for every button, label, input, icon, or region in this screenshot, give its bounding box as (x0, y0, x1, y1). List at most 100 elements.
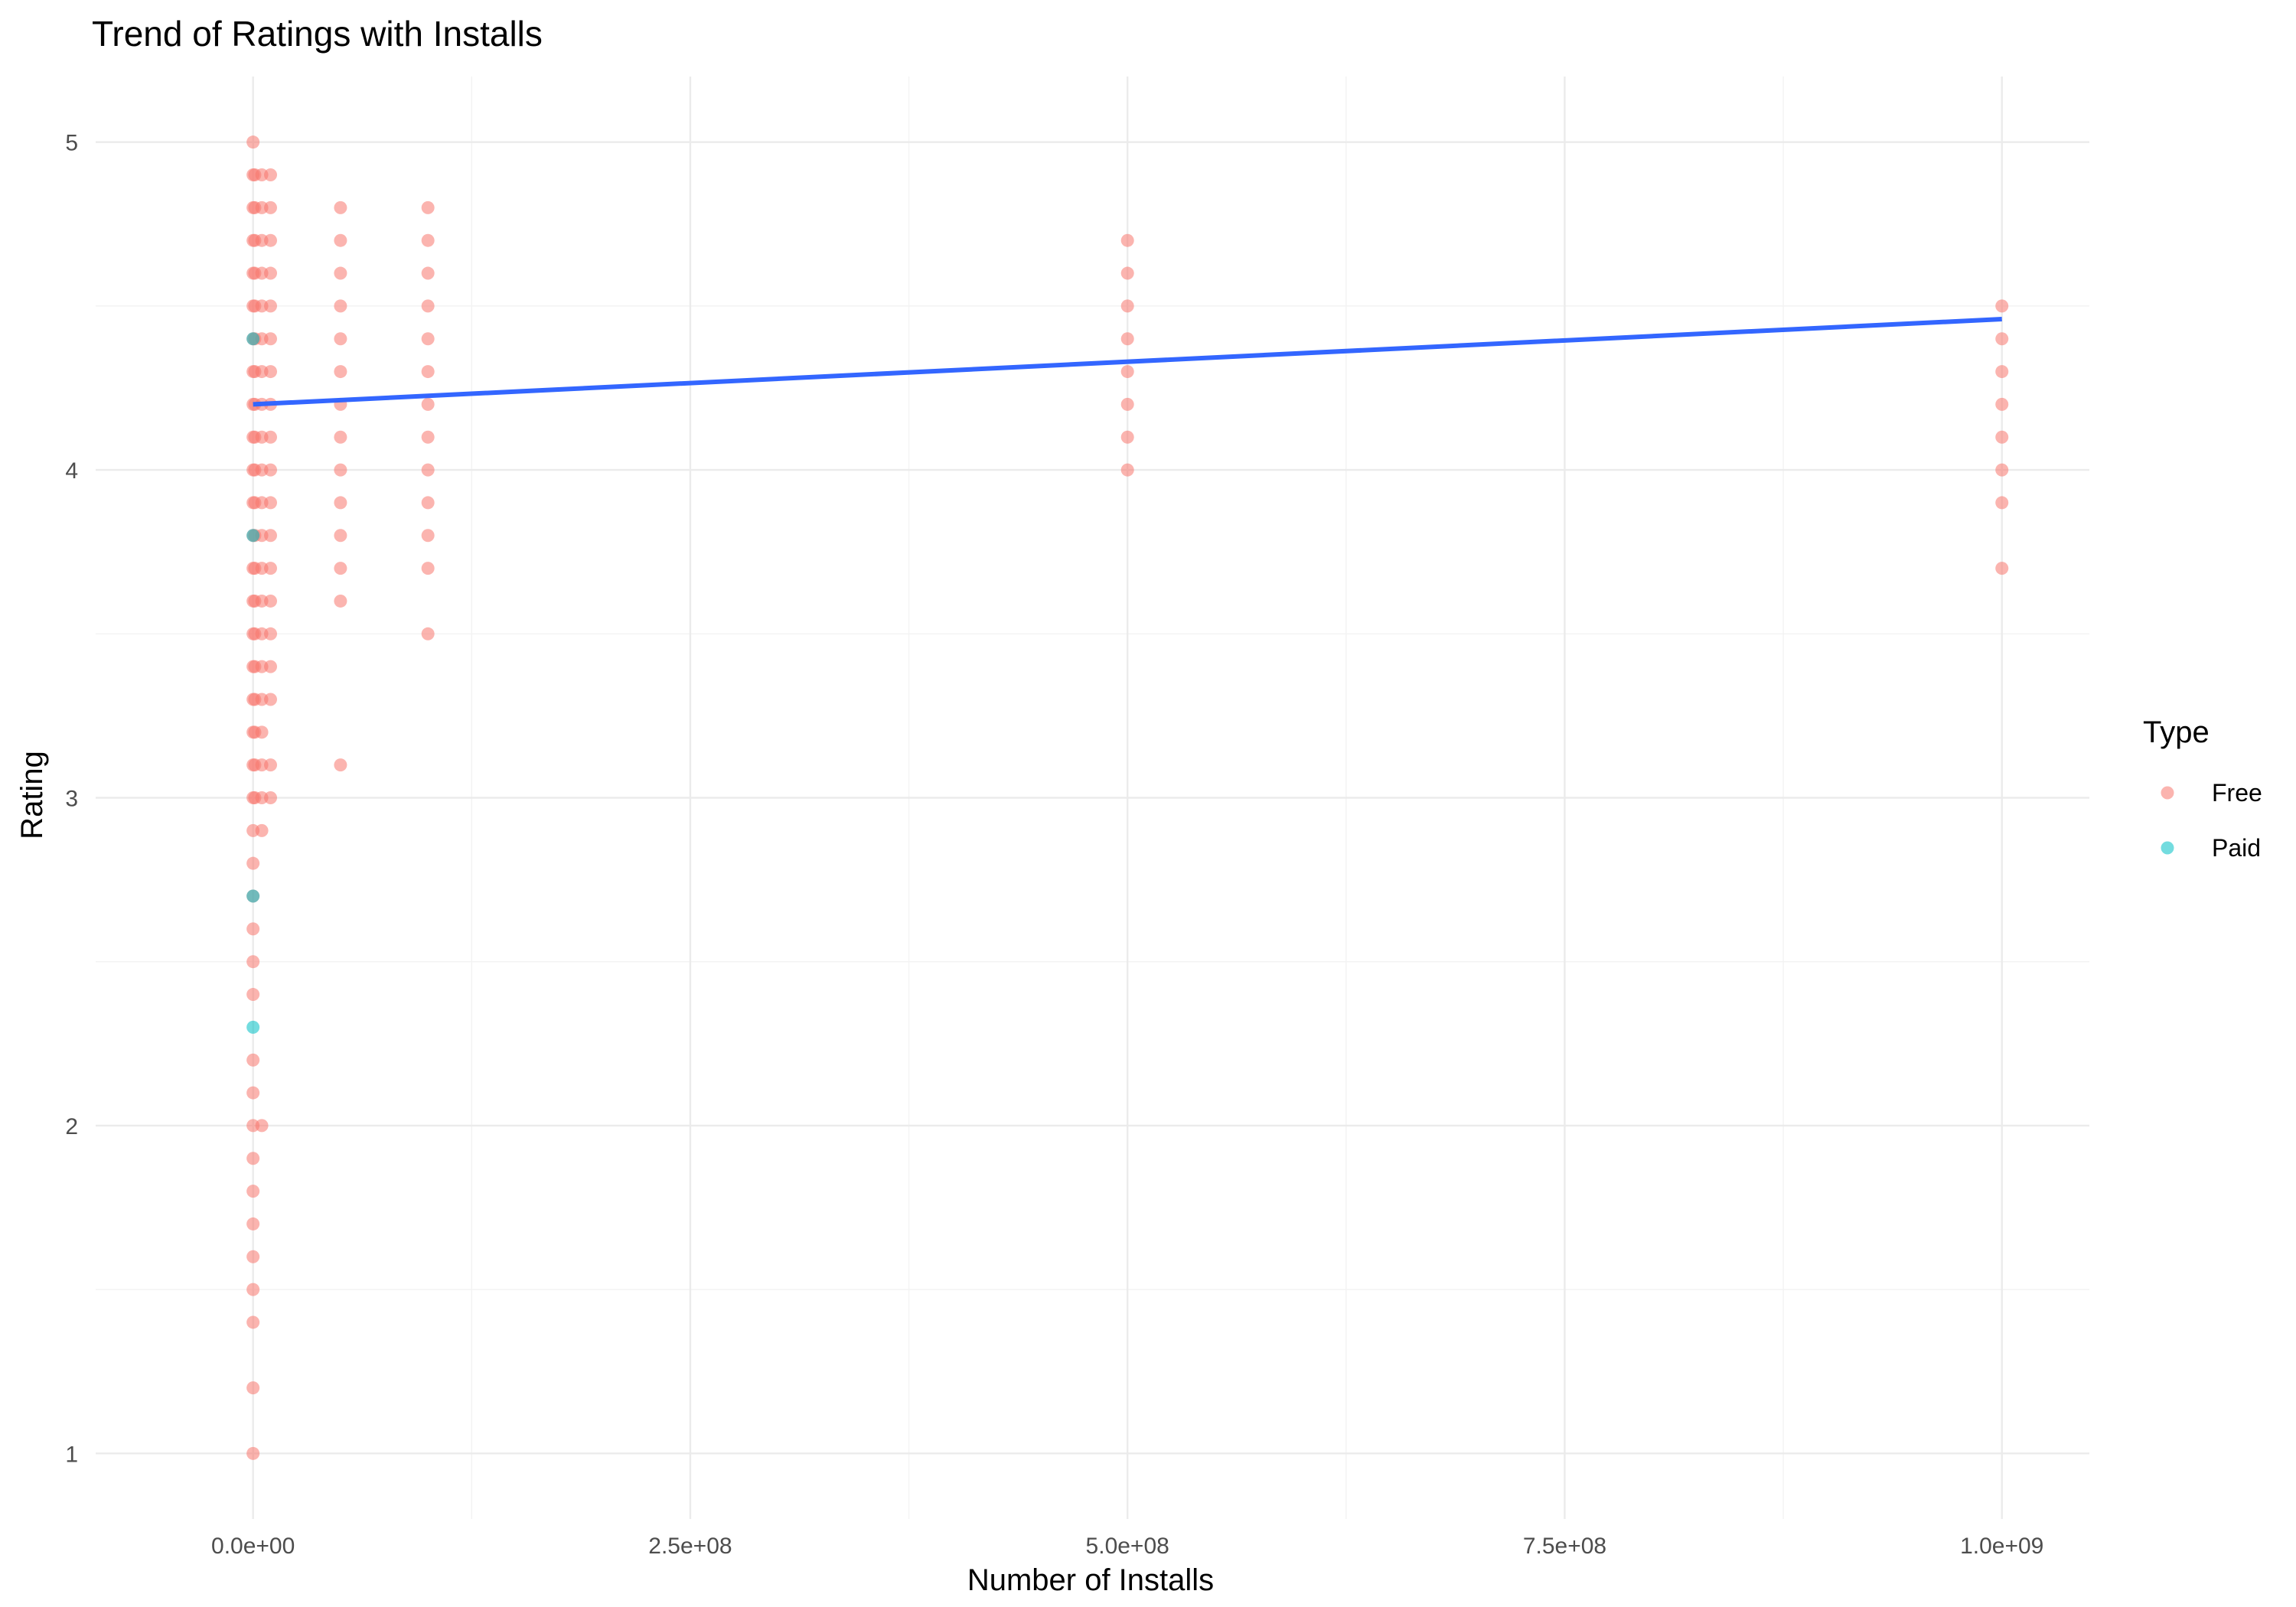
data-point (255, 1119, 269, 1133)
chart-title: Trend of Ratings with Installs (92, 14, 543, 54)
data-point (246, 955, 260, 969)
data-point (334, 200, 347, 214)
data-point (1995, 365, 2009, 379)
data-point (421, 627, 435, 641)
x-tick-label: 5.0e+08 (1086, 1534, 1169, 1559)
data-point (246, 1315, 260, 1329)
data-point (264, 430, 278, 444)
data-point (421, 463, 435, 477)
legend-item-paid: Paid (2161, 834, 2261, 862)
data-point (1995, 332, 2009, 346)
data-point (1995, 299, 2009, 313)
data-point (264, 562, 278, 575)
x-tick-label: 0.0e+00 (211, 1534, 295, 1559)
data-point (1995, 562, 2009, 575)
data-point (334, 233, 347, 247)
legend-item-free: Free (2161, 779, 2262, 807)
data-point (1120, 430, 1134, 444)
y-axis-ticks: 1 2 3 4 5 (65, 131, 78, 1468)
data-point (264, 168, 278, 182)
data-point (421, 200, 435, 214)
data-point (421, 562, 435, 575)
data-point (421, 266, 435, 280)
data-point (255, 823, 269, 837)
data-point (1995, 463, 2009, 477)
data-point (334, 266, 347, 280)
data-point (1995, 397, 2009, 411)
data-point (421, 430, 435, 444)
data-point (264, 496, 278, 510)
data-point (334, 758, 347, 772)
data-point (334, 430, 347, 444)
data-point (246, 135, 260, 149)
grid-lines (96, 77, 2089, 1519)
data-point (1995, 496, 2009, 510)
data-point (334, 496, 347, 510)
data-point (264, 463, 278, 477)
y-tick-label: 2 (65, 1114, 78, 1139)
data-point (264, 758, 278, 772)
y-axis-title: Rating (15, 751, 49, 839)
y-tick-label: 5 (65, 131, 78, 156)
data-point (264, 791, 278, 804)
legend-label: Free (2212, 779, 2262, 807)
data-point (1120, 365, 1134, 379)
data-point (246, 889, 260, 903)
legend-key (2161, 786, 2174, 800)
data-point (264, 233, 278, 247)
x-tick-label: 1.0e+09 (1960, 1534, 2043, 1559)
data-point (246, 1381, 260, 1395)
data-point (421, 496, 435, 510)
x-axis-ticks: 0.0e+00 2.5e+08 5.0e+08 7.5e+08 1.0e+09 (211, 1534, 2043, 1559)
legend-label: Paid (2212, 834, 2261, 862)
data-point (1120, 299, 1134, 313)
data-point (246, 529, 260, 543)
data-point (264, 266, 278, 280)
data-point (264, 299, 278, 313)
data-point (1120, 463, 1134, 477)
data-point (246, 1053, 260, 1067)
data-point (255, 725, 269, 739)
data-point (264, 693, 278, 706)
data-point (421, 529, 435, 543)
legend-entries: Free Paid (2161, 779, 2262, 862)
data-point (1995, 430, 2009, 444)
data-point (334, 562, 347, 575)
data-point (246, 988, 260, 1002)
data-point (246, 856, 260, 870)
data-point (264, 529, 278, 543)
data-point (264, 332, 278, 346)
series-free (246, 135, 2009, 1460)
x-axis-title: Number of Installs (967, 1563, 1214, 1597)
legend-key (2161, 841, 2174, 855)
data-point (334, 463, 347, 477)
data-point (246, 922, 260, 936)
data-point (1120, 397, 1134, 411)
data-point (246, 1086, 260, 1100)
y-tick-label: 4 (65, 458, 78, 484)
y-tick-label: 3 (65, 787, 78, 812)
data-point (264, 660, 278, 673)
data-point (421, 299, 435, 313)
data-point (334, 594, 347, 608)
data-point (334, 365, 347, 379)
data-point (334, 299, 347, 313)
legend: Type Free Paid (2143, 715, 2262, 862)
data-point (246, 1217, 260, 1231)
x-tick-label: 2.5e+08 (648, 1534, 732, 1559)
x-tick-label: 7.5e+08 (1523, 1534, 1606, 1559)
data-point (421, 233, 435, 247)
data-point (246, 1446, 260, 1460)
data-point (246, 1250, 260, 1263)
data-point (421, 397, 435, 411)
data-point (1120, 233, 1134, 247)
data-point (264, 200, 278, 214)
data-point (246, 1185, 260, 1198)
data-point (421, 365, 435, 379)
legend-title: Type (2143, 715, 2210, 749)
y-tick-label: 1 (65, 1442, 78, 1467)
trend-line (253, 317, 2002, 407)
data-point (264, 594, 278, 608)
